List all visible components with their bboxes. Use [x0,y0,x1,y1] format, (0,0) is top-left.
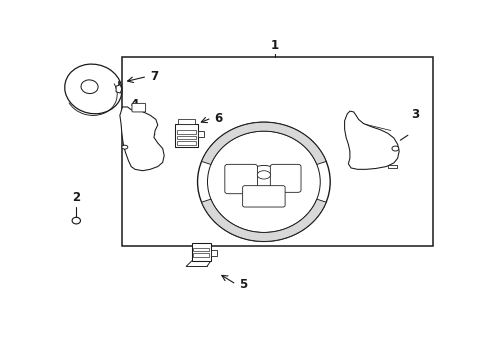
Polygon shape [201,122,325,165]
Text: 7: 7 [150,70,158,83]
Bar [210,250,217,256]
Text: 1: 1 [271,39,279,51]
Polygon shape [120,107,164,171]
FancyBboxPatch shape [270,164,301,192]
FancyBboxPatch shape [176,130,195,134]
Bar [193,248,209,251]
Polygon shape [116,85,122,93]
Ellipse shape [72,217,81,224]
Ellipse shape [245,165,282,198]
Bar [197,131,204,138]
Ellipse shape [391,146,398,151]
Text: 2: 2 [72,191,80,204]
Ellipse shape [81,80,98,94]
FancyBboxPatch shape [132,103,145,112]
Text: 3: 3 [410,108,419,121]
Text: 6: 6 [214,112,223,125]
FancyBboxPatch shape [224,164,257,194]
Polygon shape [201,199,325,242]
Bar [193,253,209,257]
Ellipse shape [122,145,127,149]
Text: 4: 4 [131,98,139,111]
Text: 5: 5 [239,278,247,291]
Ellipse shape [64,64,122,114]
Ellipse shape [207,131,320,233]
FancyBboxPatch shape [175,123,197,147]
Bar [178,120,194,123]
Ellipse shape [257,171,270,179]
Bar [387,165,396,168]
FancyBboxPatch shape [176,141,195,145]
Bar [122,57,432,246]
Polygon shape [344,111,398,169]
FancyBboxPatch shape [176,136,195,139]
FancyBboxPatch shape [242,186,285,207]
Ellipse shape [197,122,329,242]
FancyBboxPatch shape [191,243,210,261]
